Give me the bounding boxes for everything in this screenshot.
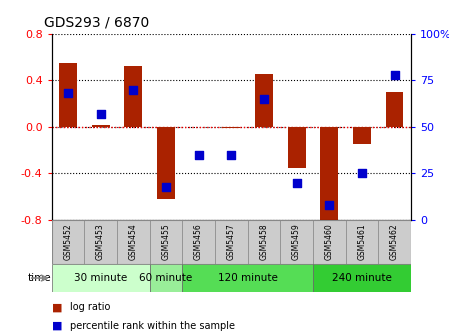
- Bar: [378, 220, 411, 264]
- Point: [228, 152, 235, 158]
- Bar: [353, 127, 371, 144]
- Point: [195, 152, 202, 158]
- Bar: [386, 92, 404, 127]
- Bar: [52, 220, 84, 264]
- Point: [358, 171, 365, 176]
- Bar: [150, 264, 182, 292]
- Point: [293, 180, 300, 185]
- Bar: [346, 220, 378, 264]
- Point: [97, 111, 104, 117]
- Text: percentile rank within the sample: percentile rank within the sample: [70, 321, 234, 331]
- Bar: [280, 220, 313, 264]
- Text: GSM5456: GSM5456: [194, 223, 203, 260]
- Text: GSM5452: GSM5452: [63, 223, 72, 260]
- Text: ■: ■: [52, 321, 62, 331]
- Bar: [150, 220, 182, 264]
- Text: GDS293 / 6870: GDS293 / 6870: [44, 16, 150, 30]
- Bar: [255, 74, 273, 127]
- Text: 240 minute: 240 minute: [332, 273, 392, 283]
- Text: 60 minute: 60 minute: [139, 273, 193, 283]
- Text: 120 minute: 120 minute: [218, 273, 277, 283]
- Text: time: time: [28, 273, 52, 283]
- Bar: [117, 220, 150, 264]
- Text: GSM5459: GSM5459: [292, 223, 301, 260]
- Bar: [84, 220, 117, 264]
- Text: ■: ■: [52, 302, 62, 312]
- Bar: [52, 264, 150, 292]
- Point: [326, 203, 333, 208]
- Point: [391, 72, 398, 77]
- Text: GSM5454: GSM5454: [129, 223, 138, 260]
- Bar: [182, 264, 313, 292]
- Bar: [215, 220, 247, 264]
- Bar: [247, 220, 280, 264]
- Bar: [124, 66, 142, 127]
- Text: GSM5458: GSM5458: [260, 223, 269, 260]
- Point: [260, 96, 268, 101]
- Bar: [92, 125, 110, 127]
- Bar: [313, 220, 346, 264]
- Text: GSM5455: GSM5455: [162, 223, 171, 260]
- Text: GSM5457: GSM5457: [227, 223, 236, 260]
- Text: GSM5460: GSM5460: [325, 223, 334, 260]
- Bar: [222, 127, 240, 128]
- Text: GSM5461: GSM5461: [357, 223, 366, 260]
- Point: [163, 184, 170, 189]
- Bar: [313, 264, 411, 292]
- Bar: [59, 63, 77, 127]
- Point: [130, 87, 137, 92]
- Text: GSM5462: GSM5462: [390, 223, 399, 260]
- Text: 30 minute: 30 minute: [74, 273, 127, 283]
- Text: log ratio: log ratio: [70, 302, 110, 312]
- Bar: [157, 127, 175, 199]
- Bar: [287, 127, 305, 168]
- Bar: [320, 127, 338, 220]
- Point: [64, 91, 71, 96]
- Text: GSM5453: GSM5453: [96, 223, 105, 260]
- Bar: [182, 220, 215, 264]
